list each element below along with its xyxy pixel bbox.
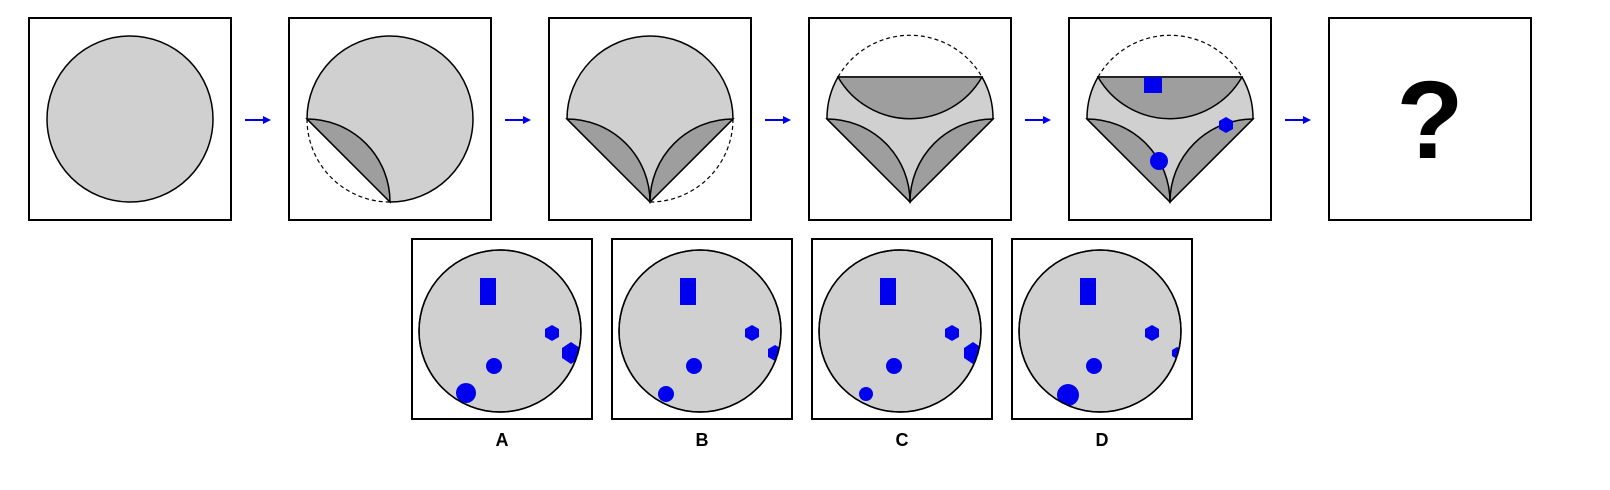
edge-notch-bottom-left <box>456 383 476 403</box>
rectangle-hole <box>1080 278 1096 305</box>
circle-hole <box>486 358 502 374</box>
option-c[interactable]: C <box>811 238 993 450</box>
folded-flap-right <box>909 118 995 204</box>
arrow-1 <box>245 116 271 124</box>
edge-notch-bottom-left <box>859 387 873 401</box>
option-label: A <box>496 430 509 450</box>
rectangle-hole <box>680 278 696 305</box>
circle-hole <box>686 358 702 374</box>
option-label: D <box>1096 430 1109 450</box>
edge-notch-bottom-left <box>1057 384 1079 406</box>
step-5-panel <box>1068 17 1272 221</box>
hexagon-hole <box>545 325 559 341</box>
folded-flap-top <box>1096 76 1244 120</box>
arrow-2 <box>505 116 531 124</box>
circle-hole <box>1150 152 1168 170</box>
option-b[interactable]: B <box>611 238 793 450</box>
folded-flap-right <box>649 118 735 204</box>
rectangle-hole <box>480 278 496 305</box>
step-3-panel <box>548 17 752 221</box>
folded-flap <box>305 118 391 204</box>
folded-flap-right <box>1169 118 1255 204</box>
hexagon-hole <box>1219 117 1233 133</box>
option-label: B <box>696 430 709 450</box>
folded-flap-left <box>1085 118 1171 204</box>
original-outline <box>837 34 983 78</box>
circle-hole <box>1086 358 1102 374</box>
original-outline <box>649 118 734 203</box>
arrow-4 <box>1025 116 1051 124</box>
original-outline <box>1097 34 1243 78</box>
folded-flap-left <box>565 118 651 204</box>
option-label: C <box>896 430 909 450</box>
step-1-panel <box>28 17 232 221</box>
folded-flap-left <box>825 118 911 204</box>
panel-frame <box>1328 17 1532 221</box>
step-4-panel <box>808 17 1012 221</box>
step-2-panel <box>288 17 492 221</box>
folded-flap-top <box>836 76 984 120</box>
paper-remaining <box>566 35 734 204</box>
hexagon-hole <box>745 325 759 341</box>
circle-hole <box>886 358 902 374</box>
edge-notch-bottom-left <box>658 386 674 402</box>
original-outline <box>306 118 391 203</box>
hexagon-hole <box>1145 325 1159 341</box>
hexagon-hole <box>945 325 959 341</box>
arrow-3 <box>765 116 791 124</box>
step-6-panel: ? <box>1328 17 1532 221</box>
rectangle-hole <box>880 278 896 305</box>
option-d[interactable]: D <box>1011 238 1193 450</box>
arrow-5 <box>1285 116 1311 124</box>
square-hole <box>1144 77 1162 93</box>
paper-circle <box>46 35 214 203</box>
paper-remaining <box>306 35 474 203</box>
option-a[interactable]: A <box>411 238 593 450</box>
question-mark: ? <box>1396 59 1463 182</box>
